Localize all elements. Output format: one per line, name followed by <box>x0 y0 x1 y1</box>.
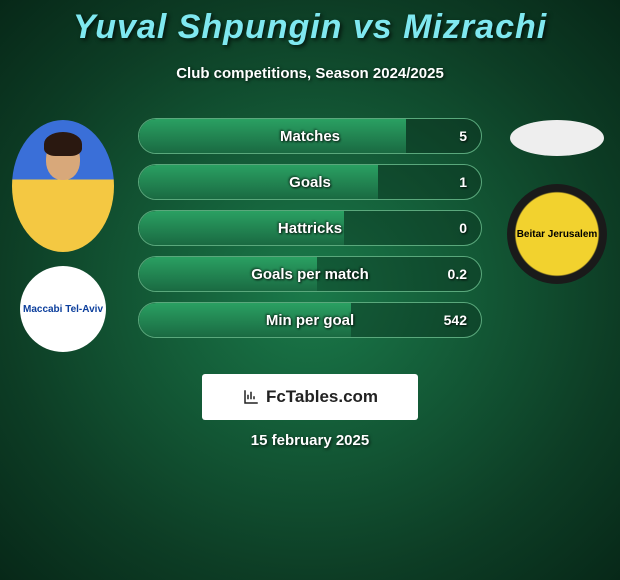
subtitle: Club competitions, Season 2024/2025 <box>0 65 620 82</box>
date-text: 15 february 2025 <box>0 432 620 449</box>
right-player-avatar-placeholder <box>510 120 604 156</box>
stat-right-value: 1 <box>459 165 467 199</box>
brand-text: FcTables.com <box>266 387 378 407</box>
right-club-badge: Beitar Jerusalem <box>507 184 607 284</box>
left-player-avatar <box>12 120 114 252</box>
stat-bar-min-per-goal: Min per goal 542 <box>138 302 482 338</box>
stat-right-value: 0 <box>459 211 467 245</box>
left-club-badge: Maccabi Tel-Aviv <box>20 266 106 352</box>
stat-bar-goals: Goals 1 <box>138 164 482 200</box>
stat-label: Hattricks <box>139 211 481 245</box>
stat-right-value: 0.2 <box>448 257 467 291</box>
stat-bar-hattricks: Hattricks 0 <box>138 210 482 246</box>
left-player-column: Maccabi Tel-Aviv <box>8 120 118 352</box>
stat-right-value: 5 <box>459 119 467 153</box>
stats-panel: Matches 5 Goals 1 Hattricks 0 Goals per … <box>138 118 482 348</box>
brand-badge: FcTables.com <box>202 374 418 420</box>
page-title: Yuval Shpungin vs Mizrachi <box>0 0 620 47</box>
chart-icon <box>242 388 260 406</box>
right-player-column: Beitar Jerusalem <box>502 120 612 284</box>
stat-label: Goals per match <box>139 257 481 291</box>
stat-bar-goals-per-match: Goals per match 0.2 <box>138 256 482 292</box>
stat-label: Min per goal <box>139 303 481 337</box>
stat-label: Matches <box>139 119 481 153</box>
stat-bar-matches: Matches 5 <box>138 118 482 154</box>
stat-label: Goals <box>139 165 481 199</box>
stat-right-value: 542 <box>444 303 467 337</box>
